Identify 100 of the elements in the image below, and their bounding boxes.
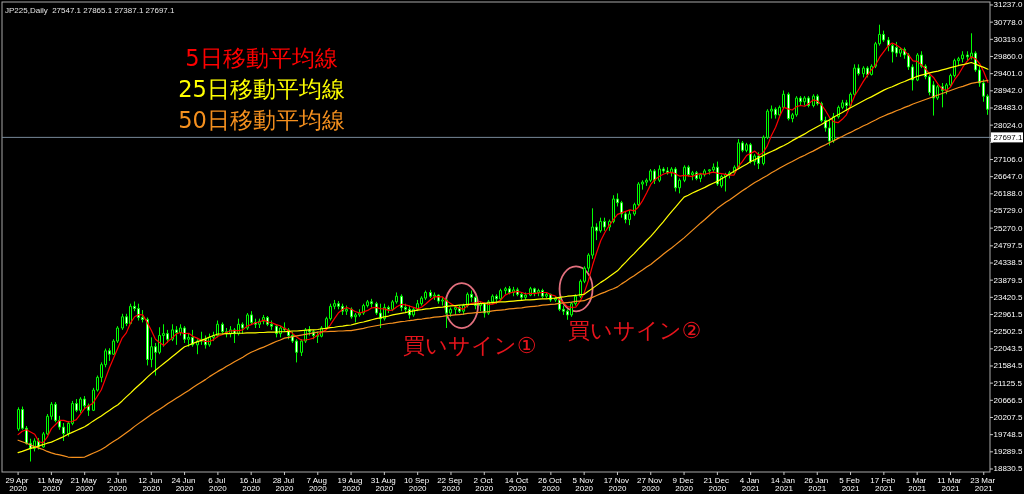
y-tick-label: 24797.5 (993, 241, 1023, 251)
candlestick (246, 312, 249, 331)
candlestick (795, 95, 798, 118)
y-tick-label: 22961.5 (993, 309, 1023, 319)
x-tick-label: 27 Nov 2020 (636, 475, 665, 493)
x-tick-label: 26 Oct 2020 (537, 475, 564, 493)
y-tick-label: 30778.0 (993, 17, 1023, 27)
y-tick-label: 21125.5 (993, 378, 1023, 388)
y-tick-label: 26188.0 (993, 189, 1023, 199)
x-tick-label: 6 Jul 2020 (208, 475, 228, 493)
candlestick (345, 305, 348, 316)
candlestick (79, 396, 82, 414)
candlestick (699, 172, 702, 183)
candlestick (183, 325, 186, 344)
x-tick-label: 2 Jun 2020 (107, 475, 129, 493)
candlestick (716, 161, 719, 187)
candlestick (757, 151, 760, 170)
annotation: 買いサイン② (567, 317, 702, 343)
x-tick-label: 11 Mar 2021 (937, 475, 964, 493)
x-tick-label: 23 Mar 2021 (970, 475, 998, 493)
y-tick-label: 28942.0 (993, 86, 1023, 96)
y-tick-label: 28024.0 (993, 120, 1023, 130)
candlestick (649, 168, 652, 183)
candlestick (358, 308, 361, 318)
y-tick-label: 18830.5 (993, 464, 1023, 474)
candlestick (454, 305, 457, 316)
candlestick (674, 166, 677, 192)
x-tick-label: 19 Aug 2020 (337, 475, 365, 493)
x-tick-label: 14 Jan 2021 (770, 475, 798, 493)
candlestick (241, 321, 244, 335)
x-tick-label: 5 Nov 2020 (572, 475, 596, 493)
x-tick-label: 17 Nov 2020 (603, 475, 632, 493)
x-tick-label: 4 Jan 2021 (739, 475, 762, 493)
x-tick-label: 7 Aug 2020 (306, 475, 330, 493)
y-tick-label: 30319.0 (993, 34, 1023, 44)
candlestick (683, 164, 686, 183)
candlestick (408, 305, 411, 320)
x-tick-label: 9 Dec 2020 (672, 475, 696, 493)
candlestick (520, 291, 523, 301)
y-tick-label: 27106.0 (993, 154, 1023, 164)
candlestick (737, 138, 740, 170)
x-tick-label: 26 Jan 2021 (804, 475, 831, 493)
candlestick (895, 41, 898, 58)
x-tick-label: 28 Jul 2020 (272, 475, 297, 493)
y-tick-label: 29401.0 (993, 69, 1023, 79)
candlestick (221, 321, 224, 335)
candlestick (524, 291, 527, 301)
x-tick-label: 22 Sep 2020 (437, 475, 465, 493)
x-tick-label: 10 Sep 2020 (403, 475, 432, 493)
x-tick-label: 29 Apr 2020 (5, 475, 31, 493)
candlestick (941, 82, 944, 108)
x-tick-label: 11 May 2020 (37, 475, 66, 493)
candlestick (495, 293, 498, 305)
candlestick (774, 106, 777, 120)
x-tick-label: 17 Feb 2021 (870, 475, 898, 493)
candlestick (658, 164, 661, 183)
candlestick (433, 291, 436, 301)
y-tick-label: 19748.5 (993, 430, 1023, 440)
y-tick-label: 24338.5 (993, 258, 1023, 268)
x-tick-label: 5 Feb 2021 (839, 475, 862, 493)
y-tick-label: 20666.5 (993, 395, 1023, 405)
candlestick (370, 298, 373, 308)
y-tick-label: 28483.0 (993, 103, 1023, 113)
candlestick (533, 287, 536, 297)
candlestick (803, 95, 806, 106)
text: 50日移動平均線 (178, 107, 345, 133)
candlestick (420, 295, 423, 307)
text: 5日移動平均線 (185, 45, 338, 71)
y-tick-label: 21584.5 (993, 361, 1023, 371)
x-tick-label: 21 Dec 2020 (703, 475, 732, 493)
y-tick-label: 20207.5 (993, 412, 1023, 422)
x-tick-label: 12 Jun 2020 (138, 475, 165, 493)
candlestick (787, 91, 790, 121)
candlestick (379, 303, 382, 329)
x-tick-label: 14 Oct 2020 (504, 475, 531, 493)
x-tick-label: 1 Mar 2021 (905, 475, 929, 493)
candlestick (429, 289, 432, 299)
candlestick (146, 317, 149, 366)
candlestick (270, 320, 273, 331)
x-tick-label: 21 May 2020 (70, 475, 99, 493)
y-tick-label: 29860.0 (993, 51, 1023, 61)
candlestick (603, 217, 606, 232)
y-tick-label: 22502.5 (993, 327, 1023, 337)
y-tick-label: 23879.5 (993, 275, 1023, 285)
x-tick-label: 31 Aug 2020 (370, 475, 398, 493)
candlestick (687, 164, 690, 178)
y-tick-label: 26647.0 (993, 172, 1023, 182)
candlestick (137, 303, 140, 322)
candlestick (17, 406, 20, 432)
candlestick (862, 65, 865, 78)
candlestick (121, 313, 124, 331)
y-tick-label: 25270.0 (993, 223, 1023, 233)
y-tick-label: 19289.5 (993, 447, 1023, 457)
x-tick-label: 24 Jun 2020 (171, 475, 198, 493)
y-tick-label: 22043.5 (993, 344, 1023, 354)
candlestick (628, 209, 631, 226)
annotation: 買いサイン① (402, 333, 537, 359)
candlestick (545, 291, 548, 299)
candlestick (891, 43, 894, 63)
candlestick (196, 338, 199, 355)
